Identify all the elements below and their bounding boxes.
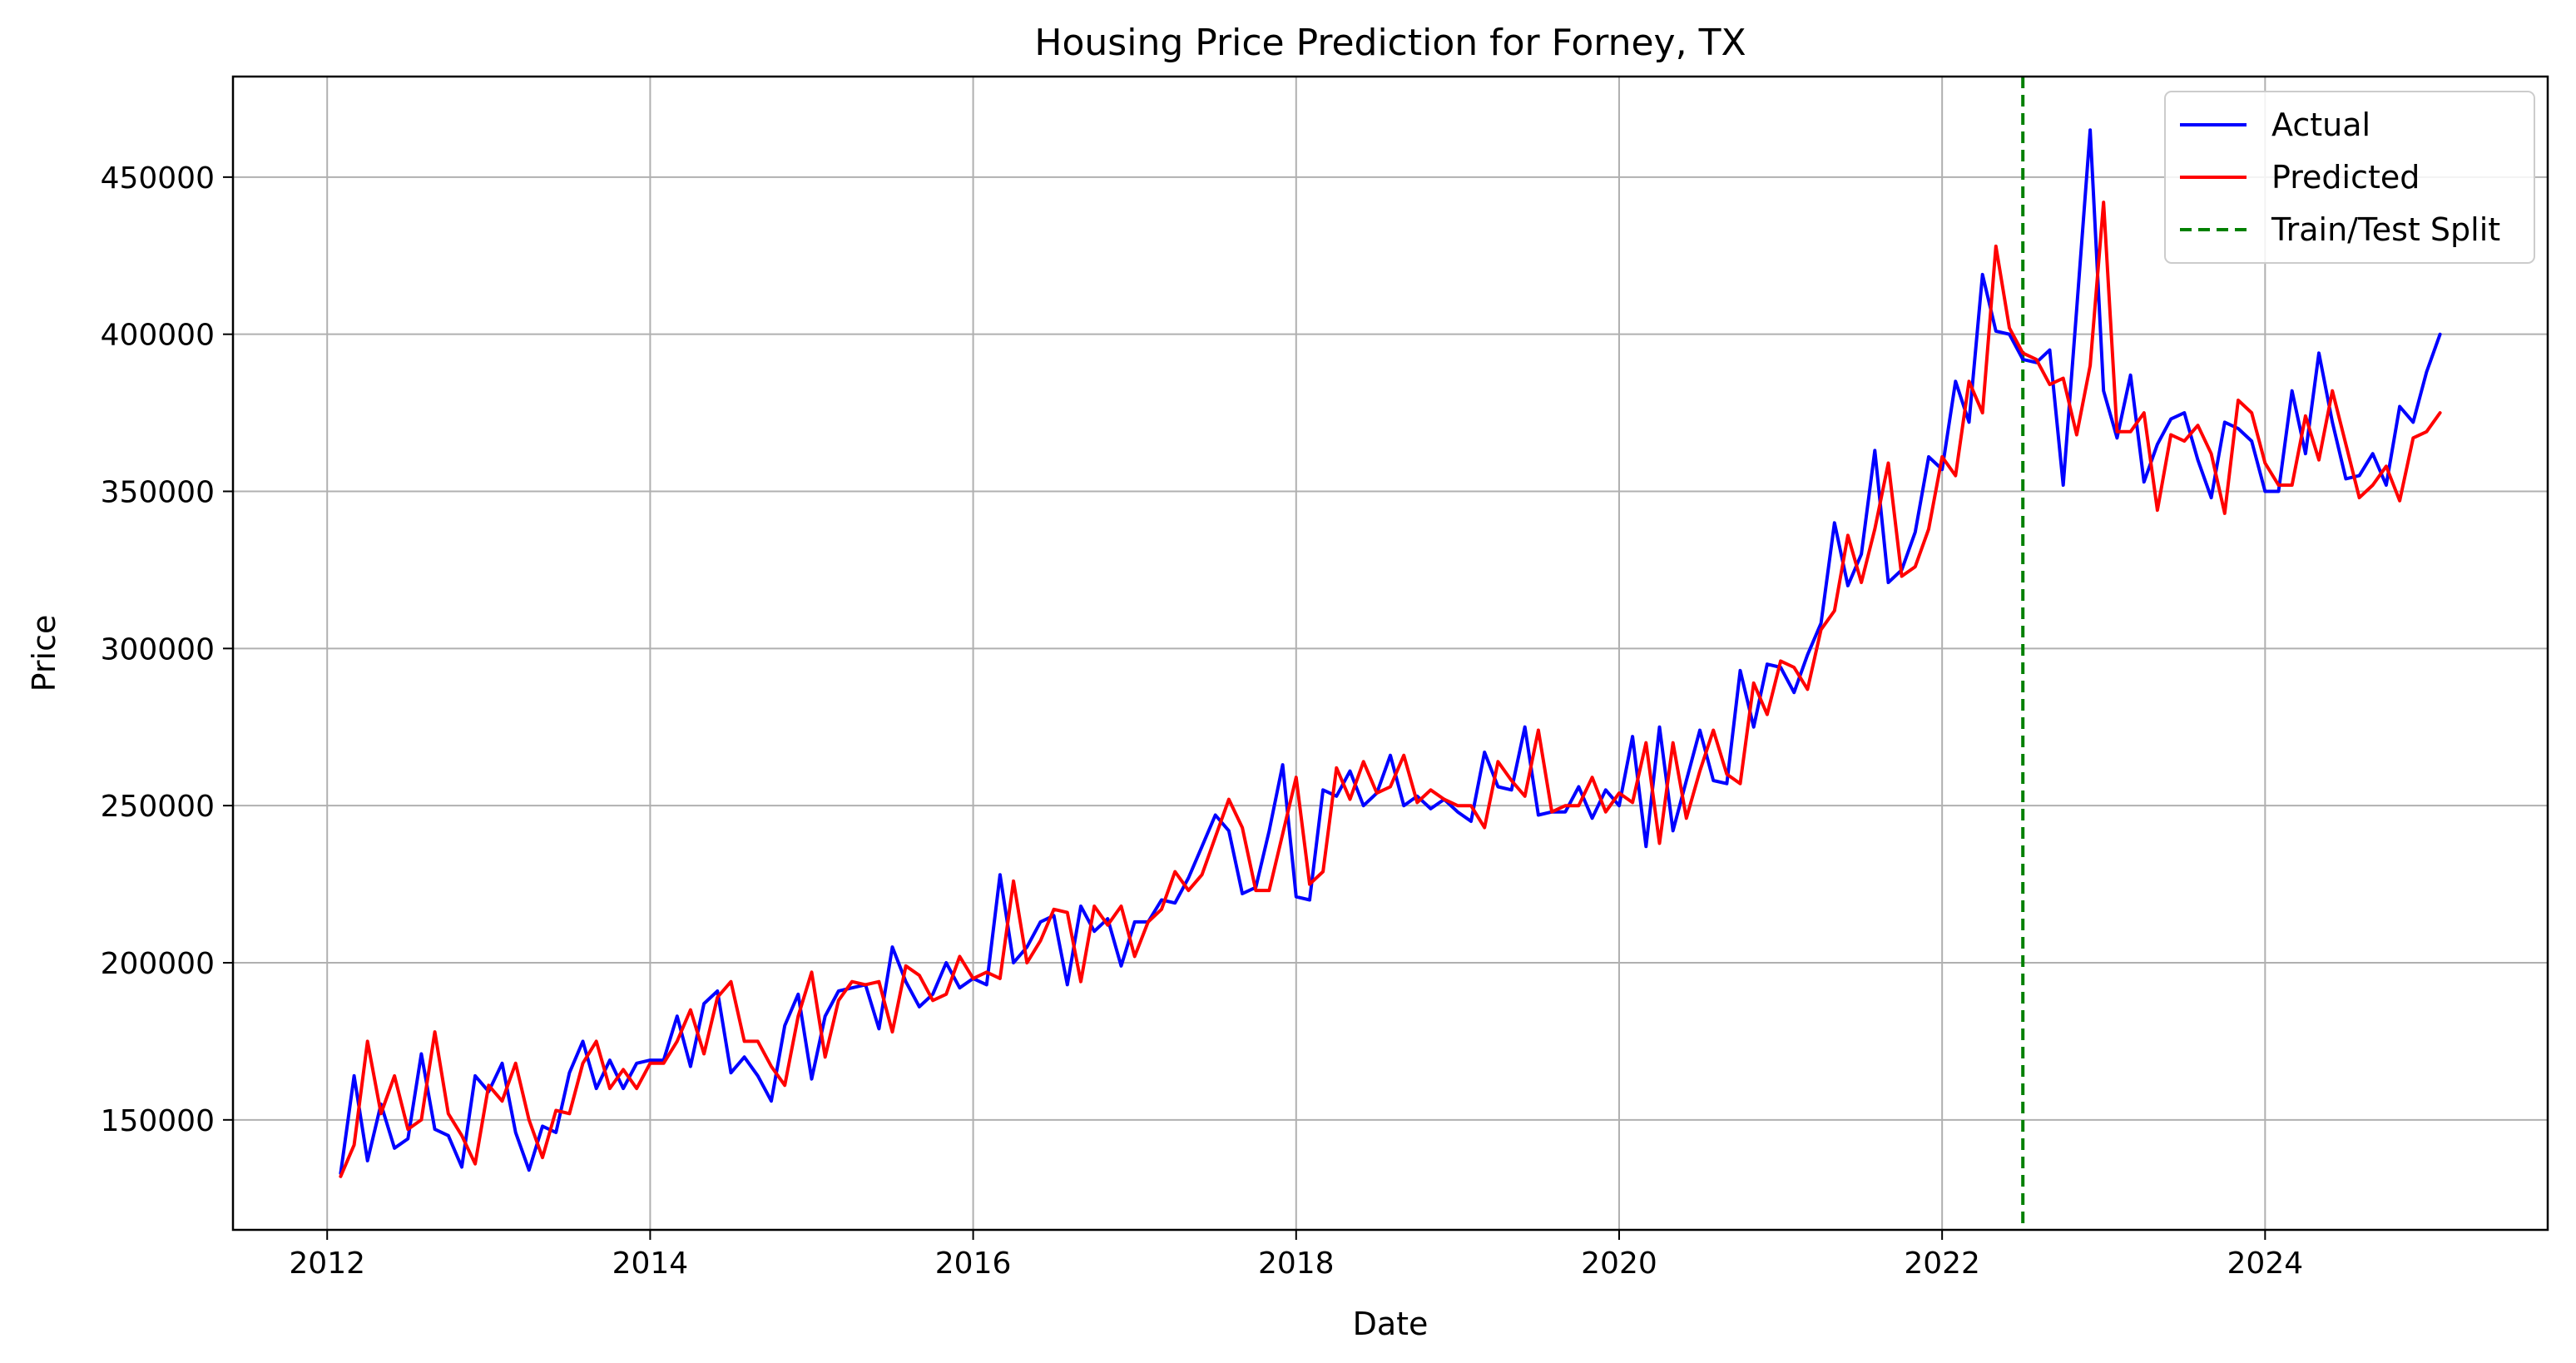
y-tick-label: 350000 — [101, 476, 215, 510]
series-line-actual — [339, 128, 2442, 1175]
x-tick-label: 2018 — [1258, 1247, 1335, 1281]
x-tick-label: 2022 — [1904, 1247, 1980, 1281]
x-tick-label: 2024 — [2227, 1247, 2304, 1281]
legend-label-train-test-split: Train/Test Split — [2271, 211, 2500, 248]
y-tick-label: 200000 — [101, 947, 215, 981]
y-tick-label: 150000 — [101, 1104, 215, 1138]
legend-box — [2164, 91, 2535, 264]
plot-area-frame — [231, 75, 2549, 1232]
series-line-predicted — [339, 201, 2442, 1178]
y-tick-label: 300000 — [101, 632, 215, 667]
x-tick-label: 2020 — [1581, 1247, 1657, 1281]
y-tick-label: 250000 — [101, 790, 215, 824]
x-axis-ticks: 2012 2014 2016 2018 2020 2022 2024 — [289, 1230, 2303, 1281]
x-tick-label: 2014 — [612, 1247, 689, 1281]
legend-label-predicted: Predicted — [2271, 159, 2420, 196]
series-layer — [339, 128, 2442, 1178]
legend: Actual Predicted Train/Test Split — [2164, 91, 2535, 264]
x-tick-label: 2012 — [289, 1247, 365, 1281]
chart-title: Housing Price Prediction for Forney, TX — [1034, 22, 1746, 64]
x-axis-title: Date — [1353, 1306, 1429, 1342]
y-tick-label: 400000 — [101, 319, 215, 353]
x-tick-label: 2016 — [935, 1247, 1012, 1281]
y-axis-ticks: 150000 200000 250000 300000 350000 400000 4500… — [101, 161, 233, 1138]
legend-label-actual: Actual — [2271, 107, 2370, 143]
grid-lines — [233, 77, 2548, 1230]
y-axis-title: Price — [26, 615, 62, 692]
y-tick-label: 450000 — [101, 161, 215, 196]
